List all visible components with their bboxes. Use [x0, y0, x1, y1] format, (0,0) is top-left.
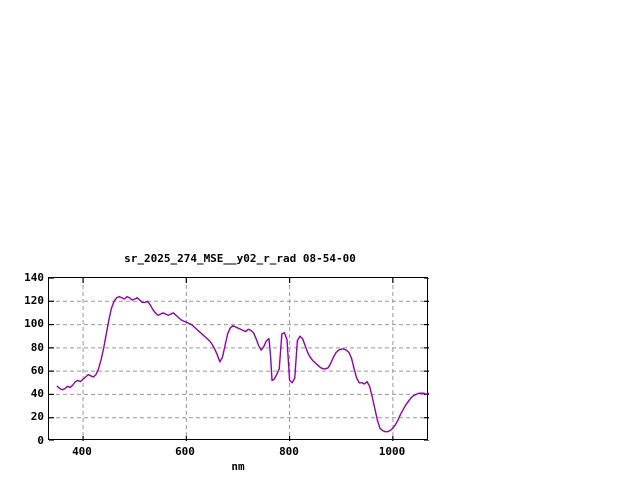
chart-title: sr_2025_274_MSE__y02_r_rad 08-54-00 [124, 252, 356, 265]
plot-area [48, 277, 429, 441]
y-tick-80: 80 [30, 341, 44, 354]
x-axis-title: nm [231, 460, 245, 473]
y-axis-tick-labels: 140 120 100 80 60 40 20 0 [4, 0, 44, 480]
y-tick-40: 40 [30, 387, 44, 400]
y-tick-60: 60 [30, 364, 44, 377]
y-tick-20: 20 [30, 410, 44, 423]
x-tick-1000: 1000 [378, 445, 406, 458]
plot-canvas [49, 278, 429, 441]
y-tick-140: 140 [24, 271, 44, 284]
x-tick-400: 400 [72, 445, 92, 458]
y-tick-120: 120 [24, 294, 44, 307]
y-tick-100: 100 [24, 317, 44, 330]
axis-ticks [49, 278, 429, 441]
x-tick-600: 600 [175, 445, 195, 458]
gridlines [49, 278, 429, 441]
x-tick-800: 800 [279, 445, 299, 458]
y-tick-0: 0 [37, 434, 44, 447]
spectrum-line [56, 295, 429, 433]
